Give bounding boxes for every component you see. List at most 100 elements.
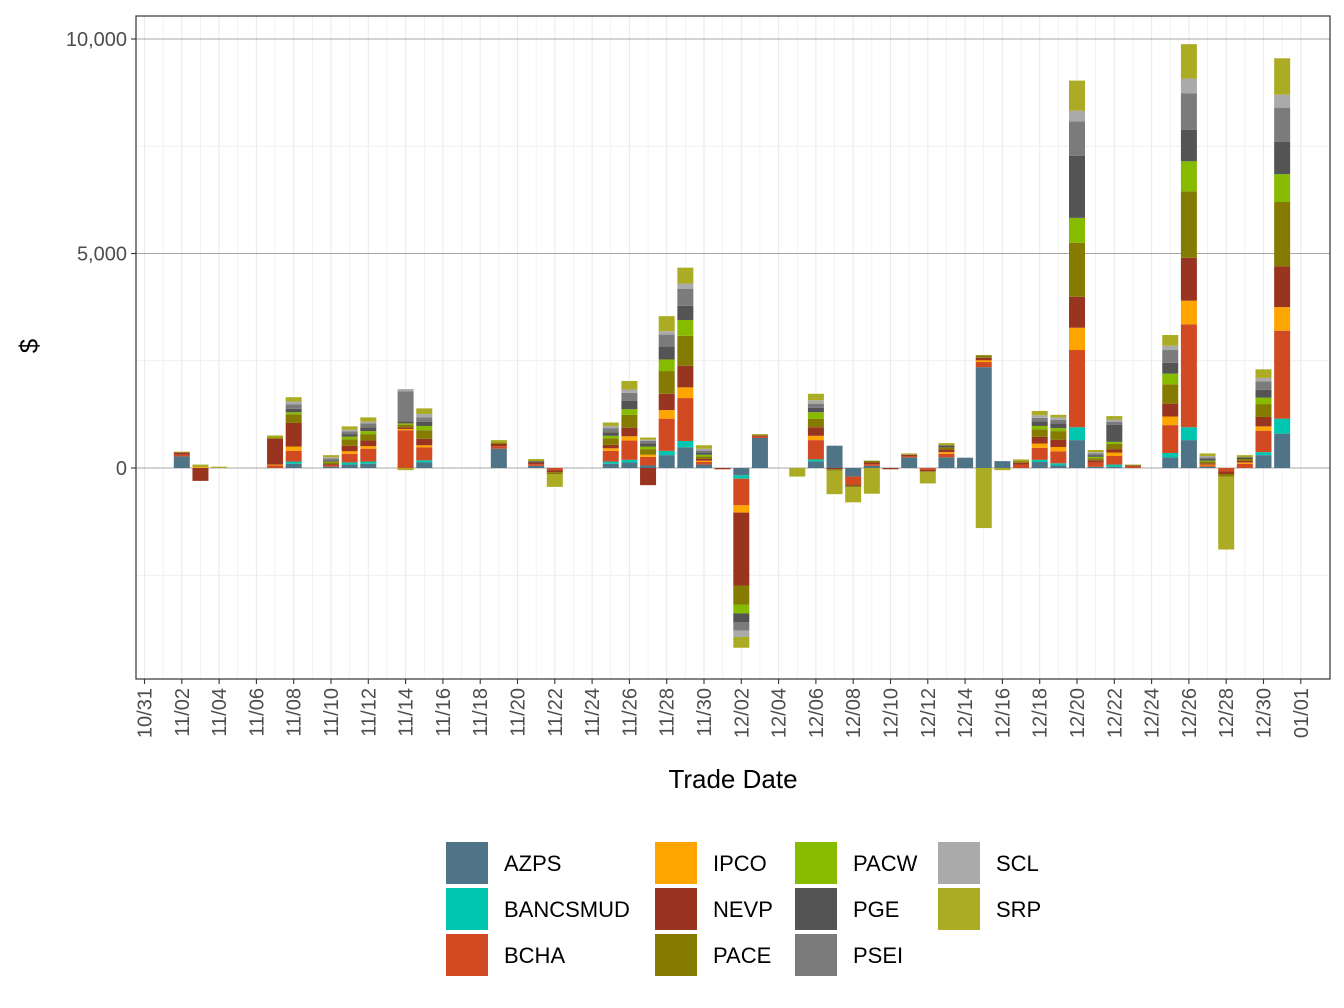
bar-segment-psei [658,334,675,347]
bar-segment-pace [640,449,657,455]
bar-segment-azps [528,465,545,468]
x-tick-label: 12/20 [1067,688,1089,738]
x-tick-label: 11/14 [396,688,418,737]
bar-segment-psei [807,403,824,408]
bar-segment-nevp [285,422,302,447]
bar-segment-srp [975,468,992,529]
bar-segment-nevp [658,393,675,411]
bar-segment-bcha [1124,466,1141,468]
bar-segment-pace [621,414,638,428]
bar-segment-pacw [397,423,414,425]
bar-segment-azps [696,464,712,468]
bar-11-04 [211,466,228,468]
bar-segment-pacw [1199,460,1216,462]
bar-segment-scl [621,389,638,393]
bar-segment-psei [1162,350,1179,363]
bar-segment-bcha [1180,324,1197,428]
bar-segment-srp [696,445,712,449]
x-tick-label: 12/04 [769,688,791,738]
bar-12-29 [1236,455,1253,468]
bar-segment-srp [1274,58,1291,95]
bar-segment-azps [341,464,358,468]
bar-segment-pace [1255,404,1272,417]
bar-12-14 [957,457,974,468]
bar-segment-pge [1274,141,1291,175]
y-axis-title: $ [14,338,44,353]
bar-segment-nevp [546,470,563,473]
y-tick-label: 0 [116,458,127,480]
bar-segment-srp [211,466,228,468]
legend-item-bancsmud: BANCSMUD [446,888,630,930]
bar-segment-bcha [1050,451,1067,464]
bar-segment-ipco [807,435,824,441]
x-tick-label: 12/24 [1142,688,1164,738]
bar-segment-nevp [1013,462,1030,465]
bar-segment-psei [602,428,619,433]
x-tick-label: 10/31 [135,688,157,738]
bar-segment-bcha [733,478,750,506]
x-tick-label: 11/26 [619,688,641,737]
bar-segment-azps [173,456,190,468]
bar-segment-srp [938,443,955,446]
bar-segment-bancsmud [602,461,619,464]
bar-segment-bcha [696,461,712,465]
bar-segment-nevp [1162,403,1179,417]
bar-segment-azps [602,463,619,468]
bar-segment-srp [994,468,1011,471]
bar-segment-pge [807,407,824,413]
bar-11-15 [416,408,433,468]
bar-segment-scl [1274,94,1291,108]
bar-segment-scl [1087,452,1104,454]
bar-segment-pacw [658,359,675,372]
legend-key [795,842,837,884]
bar-11-25 [602,422,619,468]
bar-segment-nevp [845,484,862,486]
bar-segment-srp [1087,449,1104,453]
bar-segment-psei [1106,421,1123,425]
bar-segment-psei [1050,419,1067,424]
bar-segment-pace [416,430,433,439]
bar-12-22 [1106,416,1123,468]
x-tick-label: 12/14 [955,688,977,738]
bar-segment-psei [1180,93,1197,130]
bar-segment-srp [621,380,638,390]
bar-segment-nevp [1087,460,1104,463]
bar-segment-nevp [1274,266,1291,308]
bar-segment-bancsmud [1031,459,1048,462]
legend-key [446,934,488,976]
bar-segment-azps [863,465,880,468]
bar-segment-azps [807,461,824,468]
bar-segment-pace [845,485,862,488]
bar-segment-azps [1180,440,1197,468]
bar-segment-srp [173,451,190,453]
bar-segment-pge [1069,155,1085,218]
bar-segment-pace [546,472,563,475]
bar-segment-bcha [751,436,768,438]
plot-panel-border [135,15,1331,680]
bar-segment-bancsmud [341,462,358,465]
bar-segment-azps [677,447,694,468]
bar-segment-ipco [975,360,992,363]
bar-segment-srp [323,455,339,458]
bar-segment-bancsmud [1069,427,1085,441]
bar-segment-bcha [173,454,190,457]
x-tick-label: 11/02 [172,688,194,737]
bar-12-16 [994,461,1011,471]
bar-segment-bcha [919,468,936,470]
bar-12-27 [1199,453,1216,468]
bar-segment-ipco [938,452,955,454]
x-tick-label: 11/08 [284,688,306,737]
bar-segment-bcha [677,398,694,441]
bar-segment-pacw [1031,425,1048,430]
bar-segment-nevp [882,468,899,470]
bar-segment-ipco [1050,446,1067,452]
bar-segment-pge [1162,362,1179,374]
y-tick-label: 5,000 [77,244,127,266]
bar-segment-srp [528,458,545,462]
bar-segment-nevp [751,435,768,437]
bar-segment-srp [192,464,209,468]
x-tick-label: 12/10 [881,688,903,738]
legend-key [795,934,837,976]
legend-item-azps: AZPS [446,842,561,884]
bar-segment-nevp [1106,449,1123,453]
